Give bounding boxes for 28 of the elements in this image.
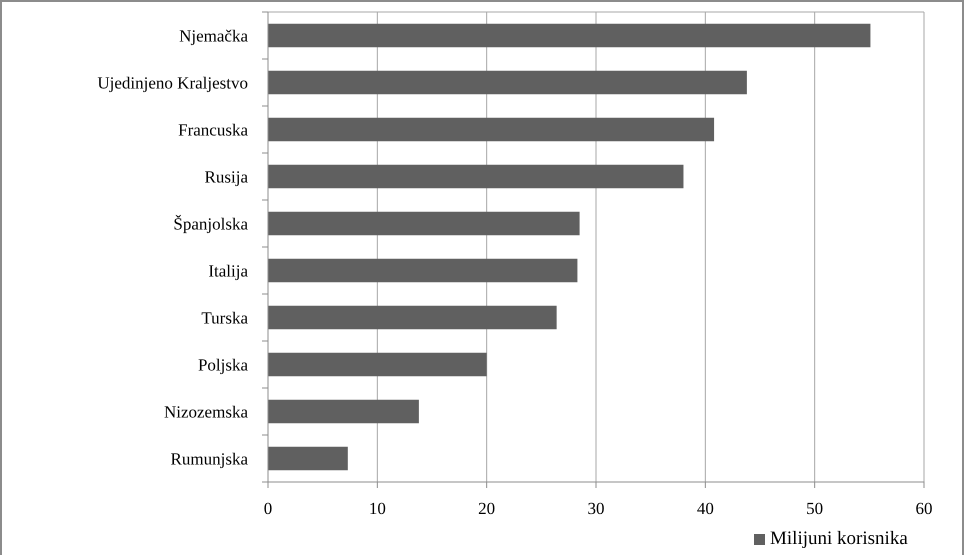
bar (268, 446, 348, 470)
x-tick-label: 0 (264, 499, 272, 518)
bar (268, 212, 580, 236)
y-tick-label: Francuska (178, 120, 248, 140)
x-tick-label: 50 (806, 499, 824, 518)
y-tick-label: Rusija (204, 167, 248, 186)
x-tick-label: 60 (916, 499, 932, 518)
y-tick-label: Poljska (198, 355, 248, 374)
x-tick-label: 40 (696, 499, 714, 518)
x-tick-label: 20 (478, 499, 496, 518)
x-tick-label: 30 (588, 499, 604, 518)
bar (268, 306, 557, 330)
bar (268, 400, 419, 424)
y-tick-label: Turska (201, 308, 248, 328)
x-tick-label: 10 (368, 499, 386, 518)
y-tick-label: Italija (208, 261, 248, 280)
bar (268, 258, 578, 282)
bar (268, 118, 714, 142)
y-tick-label: Ujedinjeno Kraljestvo (97, 73, 248, 92)
y-tick-label: Rumunjska (170, 449, 248, 468)
bar (268, 164, 684, 188)
legend-label: Milijuni korisnika (770, 528, 908, 549)
y-tick-label: Španjolska (173, 214, 248, 234)
bar (268, 70, 747, 94)
bar (268, 352, 487, 376)
y-tick-label: Nizozemska (164, 402, 248, 422)
y-tick-label: Njemačka (179, 26, 248, 46)
bar (268, 24, 870, 48)
